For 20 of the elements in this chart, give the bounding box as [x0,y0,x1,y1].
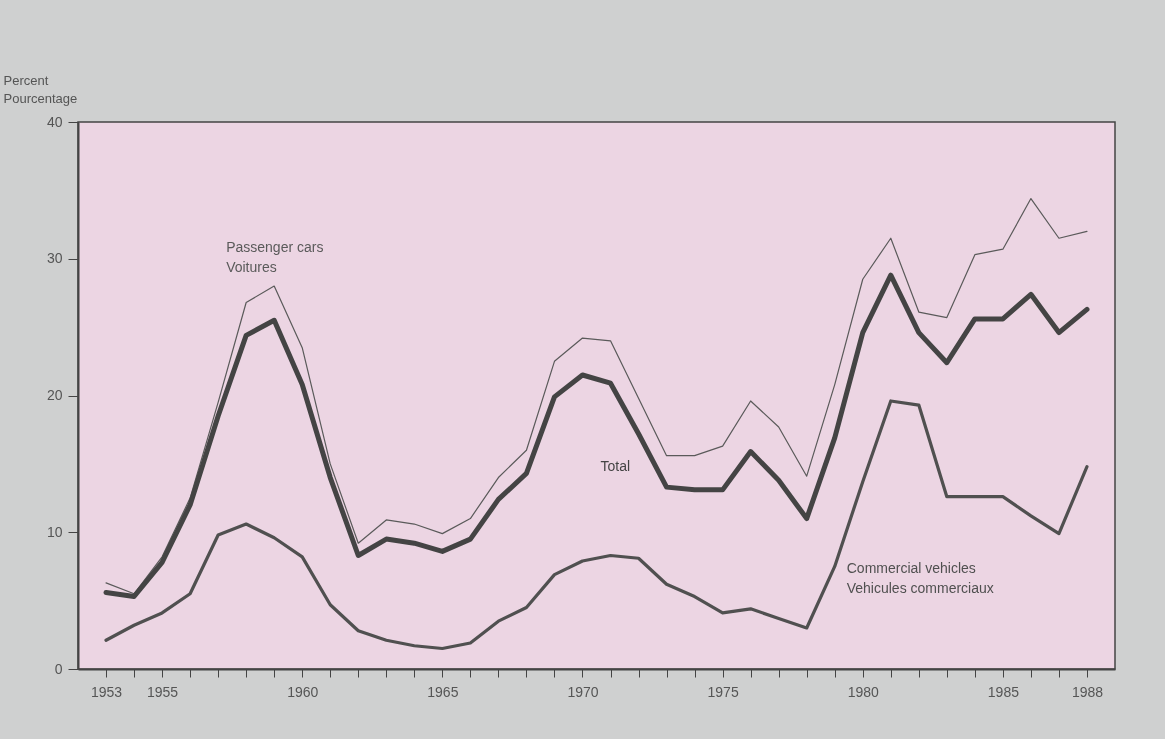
y-tick-label: 0 [54,660,63,677]
x-tick-label: 1970 [567,683,599,700]
y-tick-label: 40 [46,113,63,130]
line-series [105,197,1088,595]
x-tick-label: 1960 [287,683,319,700]
line-series [104,399,1089,651]
text: Passenger cars Voitures [226,238,324,275]
x-tick-label: 1985 [987,683,1020,700]
y-tick-label: 10 [46,523,63,540]
x-tick-label: 1980 [847,683,880,700]
x-tick-label: 1975 [707,683,739,700]
x-tick-label: 1955 [147,683,179,700]
series-label: Total [600,457,631,474]
x-tick-label: 1965 [427,683,459,700]
series-label: Commercial vehicles Vehicules commerciaux [846,560,994,597]
y-tick-label: 30 [46,250,63,267]
y-tick-label: 20 [46,387,63,403]
x-tick-label: 1988 [1071,683,1104,700]
x-tick-label: 1953 [90,683,123,700]
y-axis-title: Percent Pourcentage [3,72,78,106]
